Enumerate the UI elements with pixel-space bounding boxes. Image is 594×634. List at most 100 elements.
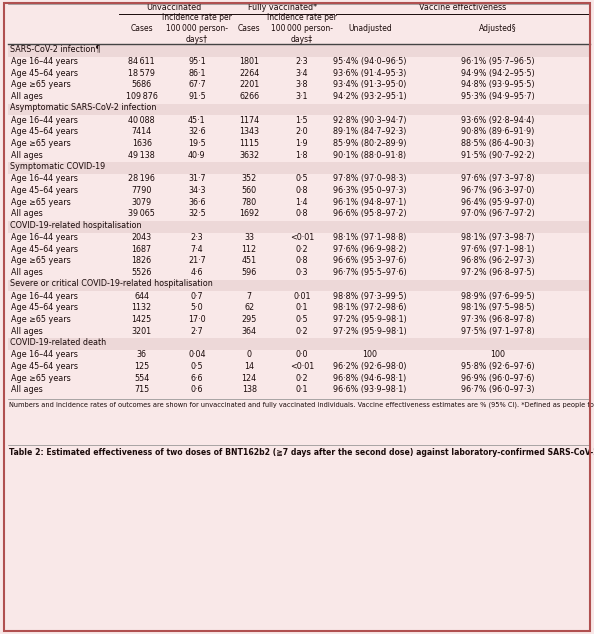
Text: 644: 644 bbox=[134, 292, 149, 301]
Text: 1343: 1343 bbox=[239, 127, 259, 136]
Text: 124: 124 bbox=[242, 373, 257, 382]
Text: 91·5: 91·5 bbox=[188, 92, 206, 101]
Text: 40 088: 40 088 bbox=[128, 115, 155, 124]
Bar bbox=[8, 338, 590, 350]
Text: 2264: 2264 bbox=[239, 68, 260, 77]
Text: 96·8% (96·2–97·3): 96·8% (96·2–97·3) bbox=[461, 256, 534, 265]
Text: 96·7% (96·3–97·0): 96·7% (96·3–97·0) bbox=[461, 186, 534, 195]
Text: 96·7% (96·0–97·3): 96·7% (96·0–97·3) bbox=[461, 385, 534, 394]
Text: 97·2% (95·9–98·1): 97·2% (95·9–98·1) bbox=[333, 327, 407, 335]
Text: 36: 36 bbox=[137, 350, 147, 359]
Text: 90·1% (88·0–91·8): 90·1% (88·0–91·8) bbox=[333, 151, 406, 160]
Text: 86·1: 86·1 bbox=[188, 68, 206, 77]
Text: 0·1: 0·1 bbox=[295, 303, 308, 312]
Text: 89·1% (84·7–92·3): 89·1% (84·7–92·3) bbox=[333, 127, 406, 136]
Text: 95·3% (94·9–95·7): 95·3% (94·9–95·7) bbox=[460, 92, 535, 101]
Text: 92·8% (90·3–94·7): 92·8% (90·3–94·7) bbox=[333, 115, 406, 124]
Bar bbox=[8, 162, 590, 174]
Text: 3632: 3632 bbox=[239, 151, 259, 160]
Text: 0·8: 0·8 bbox=[295, 256, 308, 265]
Text: 0·01: 0·01 bbox=[293, 292, 311, 301]
Text: 28 196: 28 196 bbox=[128, 174, 155, 183]
Text: 97·3% (96·8–97·8): 97·3% (96·8–97·8) bbox=[461, 315, 534, 324]
Text: 32·5: 32·5 bbox=[188, 209, 206, 218]
Text: 93·6% (92·8–94·4): 93·6% (92·8–94·4) bbox=[461, 115, 534, 124]
Text: 98·8% (97·3–99·5): 98·8% (97·3–99·5) bbox=[333, 292, 406, 301]
Text: 112: 112 bbox=[242, 245, 257, 254]
Text: 97·6% (97·1–98·1): 97·6% (97·1–98·1) bbox=[461, 245, 534, 254]
Text: Adjusted§: Adjusted§ bbox=[479, 24, 516, 33]
Text: 31·7: 31·7 bbox=[188, 174, 206, 183]
Text: 0·5: 0·5 bbox=[295, 315, 308, 324]
Text: Age ≥65 years: Age ≥65 years bbox=[11, 139, 71, 148]
Text: 96·7% (95·5–97·6): 96·7% (95·5–97·6) bbox=[333, 268, 407, 277]
Text: 96·6% (95·8–97·2): 96·6% (95·8–97·2) bbox=[333, 209, 406, 218]
Text: Age ≥65 years: Age ≥65 years bbox=[11, 315, 71, 324]
Text: Age 16–44 years: Age 16–44 years bbox=[11, 174, 78, 183]
Text: 780: 780 bbox=[242, 198, 257, 207]
Text: 93·4% (91·3–95·0): 93·4% (91·3–95·0) bbox=[333, 81, 406, 89]
Text: All ages: All ages bbox=[11, 268, 42, 277]
Bar bbox=[8, 221, 590, 233]
Text: Severe or critical COVID-19-related hospitalisation: Severe or critical COVID-19-related hosp… bbox=[10, 279, 212, 288]
Text: 125: 125 bbox=[134, 362, 149, 371]
Text: 2·0: 2·0 bbox=[295, 127, 308, 136]
Text: 96·4% (95·9–97·0): 96·4% (95·9–97·0) bbox=[461, 198, 534, 207]
Text: 352: 352 bbox=[242, 174, 257, 183]
Text: 0·2: 0·2 bbox=[295, 327, 308, 335]
Text: All ages: All ages bbox=[11, 209, 42, 218]
Text: 17·0: 17·0 bbox=[188, 315, 206, 324]
Text: 3·8: 3·8 bbox=[295, 81, 308, 89]
Text: 7: 7 bbox=[247, 292, 252, 301]
Bar bbox=[8, 103, 590, 115]
Text: 100: 100 bbox=[362, 350, 377, 359]
Text: Age 45–64 years: Age 45–64 years bbox=[11, 186, 78, 195]
Text: 554: 554 bbox=[134, 373, 149, 382]
Text: COVID-19-related death: COVID-19-related death bbox=[10, 338, 106, 347]
Text: Age 16–44 years: Age 16–44 years bbox=[11, 57, 78, 66]
Text: 6266: 6266 bbox=[239, 92, 259, 101]
Text: 40·9: 40·9 bbox=[188, 151, 206, 160]
Text: 6·6: 6·6 bbox=[191, 373, 203, 382]
Text: 96·6% (95·3–97·6): 96·6% (95·3–97·6) bbox=[333, 256, 406, 265]
Text: 7790: 7790 bbox=[131, 186, 152, 195]
Text: 49 138: 49 138 bbox=[128, 151, 155, 160]
Text: 45·1: 45·1 bbox=[188, 115, 206, 124]
Text: 98·1% (97·5–98·5): 98·1% (97·5–98·5) bbox=[461, 303, 534, 312]
Text: 0·0: 0·0 bbox=[295, 350, 308, 359]
Text: Unvaccinated: Unvaccinated bbox=[146, 3, 201, 12]
Text: 1115: 1115 bbox=[239, 139, 259, 148]
Text: 97·8% (97·0–98·3): 97·8% (97·0–98·3) bbox=[333, 174, 406, 183]
Text: 39 065: 39 065 bbox=[128, 209, 155, 218]
Text: 2043: 2043 bbox=[132, 233, 151, 242]
Text: 2·3: 2·3 bbox=[295, 57, 308, 66]
Text: 3·1: 3·1 bbox=[295, 92, 308, 101]
Text: 96·1% (95·7–96·5): 96·1% (95·7–96·5) bbox=[461, 57, 534, 66]
Text: 0·04: 0·04 bbox=[188, 350, 206, 359]
Text: Numbers and incidence rates of outcomes are shown for unvaccinated and fully vac: Numbers and incidence rates of outcomes … bbox=[9, 402, 594, 408]
Text: Unadjusted: Unadjusted bbox=[348, 24, 391, 33]
Text: 93·6% (91·4–95·3): 93·6% (91·4–95·3) bbox=[333, 68, 406, 77]
Text: 715: 715 bbox=[134, 385, 149, 394]
Text: 1826: 1826 bbox=[132, 256, 151, 265]
Text: 1801: 1801 bbox=[239, 57, 259, 66]
Text: <0·01: <0·01 bbox=[290, 362, 314, 371]
Text: 1687: 1687 bbox=[132, 245, 151, 254]
Text: 3201: 3201 bbox=[132, 327, 151, 335]
Text: 97·0% (96·7–97·2): 97·0% (96·7–97·2) bbox=[460, 209, 535, 218]
Text: SARS-CoV-2 infection¶: SARS-CoV-2 infection¶ bbox=[10, 44, 100, 54]
Text: 18 579: 18 579 bbox=[128, 68, 155, 77]
Text: 5526: 5526 bbox=[131, 268, 152, 277]
Text: 0·7: 0·7 bbox=[191, 292, 203, 301]
Text: Age 16–44 years: Age 16–44 years bbox=[11, 233, 78, 242]
Text: 138: 138 bbox=[242, 385, 257, 394]
Text: 84 611: 84 611 bbox=[128, 57, 155, 66]
Text: 85·9% (80·2–89·9): 85·9% (80·2–89·9) bbox=[333, 139, 406, 148]
Text: 0·2: 0·2 bbox=[295, 373, 308, 382]
Text: Age ≥65 years: Age ≥65 years bbox=[11, 81, 71, 89]
Bar bbox=[8, 280, 590, 291]
Text: 94·8% (93·9–95·5): 94·8% (93·9–95·5) bbox=[461, 81, 534, 89]
Text: 97·2% (96·8–97·5): 97·2% (96·8–97·5) bbox=[460, 268, 535, 277]
Text: 1·8: 1·8 bbox=[295, 151, 308, 160]
Text: 560: 560 bbox=[242, 186, 257, 195]
